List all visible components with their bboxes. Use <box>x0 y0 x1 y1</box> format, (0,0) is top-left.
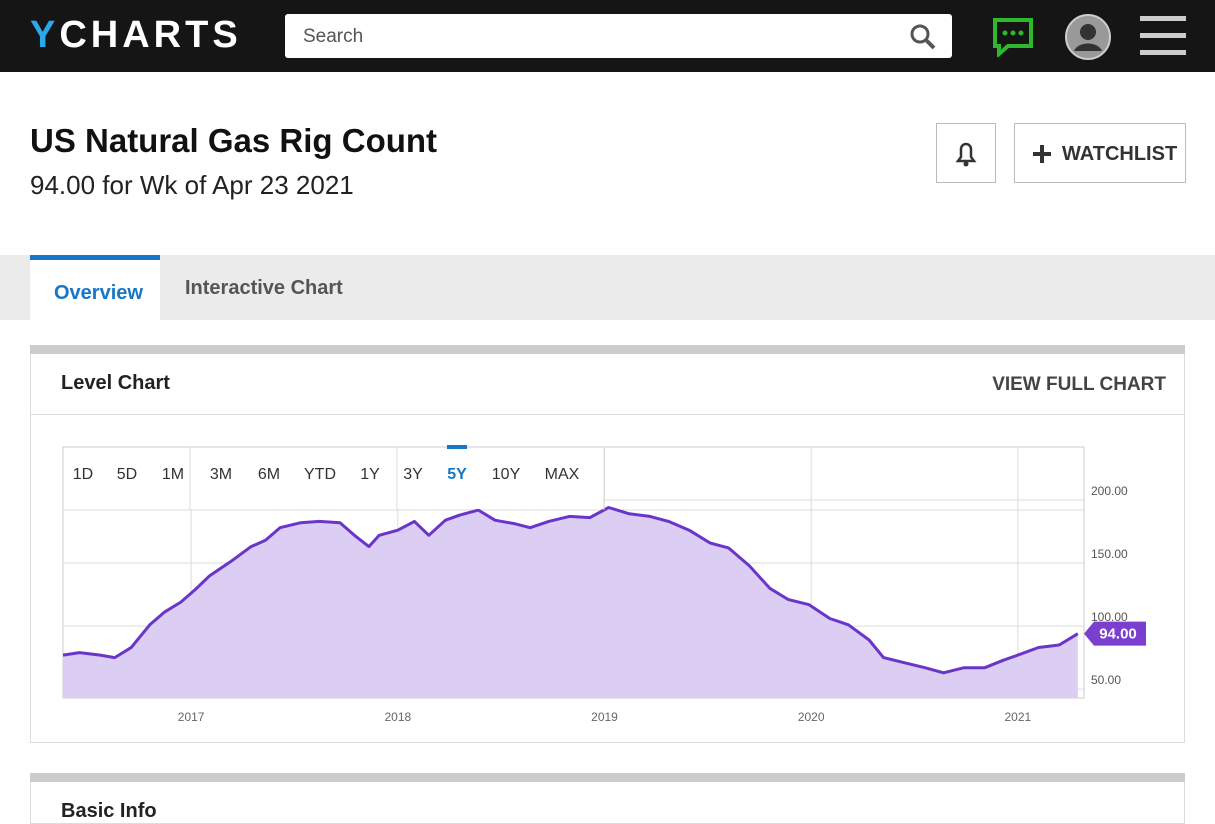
alert-button[interactable] <box>936 123 996 183</box>
x-tick-label: 2021 <box>1005 710 1032 724</box>
tab-label: Overview <box>54 282 143 304</box>
range-button[interactable]: 1Y <box>360 466 380 483</box>
panel-divider <box>31 414 1184 415</box>
x-tick-label: 2017 <box>178 710 205 724</box>
range-button[interactable]: YTD <box>304 466 336 483</box>
range-button[interactable]: 5D <box>117 466 137 483</box>
y-tick-label: 100.00 <box>1091 610 1128 624</box>
logo[interactable]: YCHARTS <box>30 14 242 57</box>
avatar[interactable] <box>1064 13 1112 61</box>
logo-text: CHARTS <box>59 14 242 56</box>
range-button[interactable]: 10Y <box>492 466 521 483</box>
x-tick-label: 2019 <box>591 710 618 724</box>
x-tick-label: 2018 <box>384 710 411 724</box>
chat-icon[interactable] <box>992 17 1034 57</box>
page-subtitle: 94.00 for Wk of Apr 23 2021 <box>30 170 354 200</box>
page-title: US Natural Gas Rig Count <box>30 122 438 159</box>
tab[interactable]: Interactive Chart <box>161 255 361 321</box>
y-tick-label: 150.00 <box>1091 547 1128 561</box>
range-button[interactable]: 6M <box>258 466 280 483</box>
search-box[interactable]: Search <box>285 14 952 58</box>
y-tick-label: 200.00 <box>1091 484 1128 498</box>
last-value-badge <box>1084 621 1146 646</box>
x-tick-label: 2020 <box>798 710 825 724</box>
watchlist-button[interactable]: WATCHLIST <box>1014 123 1186 183</box>
tab[interactable]: Overview <box>30 255 160 321</box>
range-button[interactable]: 1D <box>73 466 93 483</box>
section-title: Basic Info <box>61 800 157 822</box>
last-value-label: 94.00 <box>1099 626 1137 643</box>
chart-title: Level Chart <box>61 372 170 394</box>
range-bar-cover <box>64 448 603 509</box>
range-button[interactable]: 3Y <box>403 466 423 483</box>
line <box>62 506 1079 675</box>
range-button[interactable]: 5Y <box>447 466 467 483</box>
y-tick-label: 50.00 <box>1091 673 1121 687</box>
plus-icon <box>1033 145 1051 163</box>
search-placeholder: Search <box>303 26 364 47</box>
area <box>63 507 1078 698</box>
panel-top <box>30 345 1185 354</box>
tab-bar <box>0 255 1215 320</box>
range-button[interactable]: 3M <box>210 466 232 483</box>
view-full-chart[interactable]: VIEW FULL CHART <box>992 374 1166 395</box>
range-button[interactable]: 1M <box>162 466 184 483</box>
logo-mark: Y <box>30 14 60 56</box>
menu-icon[interactable] <box>1140 14 1186 58</box>
tab-label: Interactive Chart <box>185 277 343 299</box>
range-button[interactable]: MAX <box>545 466 580 483</box>
watchlist-label: WATCHLIST <box>1062 143 1178 165</box>
range-indicator <box>447 445 467 449</box>
search-icon[interactable] <box>910 24 936 50</box>
bell-icon <box>955 142 977 167</box>
panel-top <box>30 773 1185 782</box>
info-panel <box>30 782 1185 824</box>
